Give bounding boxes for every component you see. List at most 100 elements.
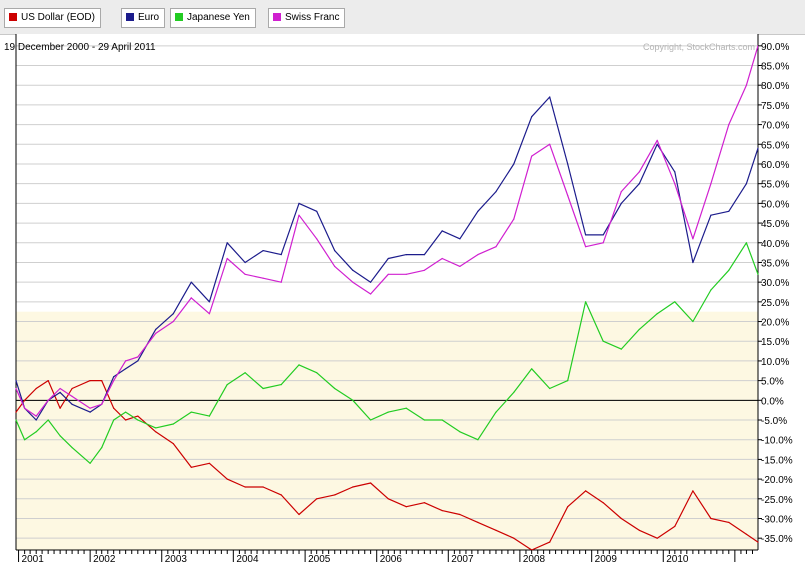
legend-item-euro[interactable]: Euro [121,8,166,28]
data-point [441,419,443,421]
data-point [710,517,712,520]
negative-range-shading [16,311,758,550]
data-point [567,163,569,165]
data-point [155,328,157,330]
data-point [15,411,17,413]
x-tick-label: 2009 [595,554,618,565]
data-point [137,415,139,417]
x-tick-label: 2003 [165,554,188,565]
data-point [757,541,759,543]
data-point [298,202,300,204]
copyright-label: Copyright, StockCharts.com [643,42,755,52]
data-point [602,502,604,504]
legend-swatch-us-dollar [9,13,17,21]
data-point [59,435,61,437]
legend-label-japanese-yen: Japanese Yen [187,12,250,23]
data-point [244,273,246,275]
data-point [692,320,694,323]
y-tick-label: 85.0% [761,62,789,73]
data-point [370,281,372,283]
data-point [674,183,676,185]
series-lines [15,45,759,551]
data-point [513,163,515,165]
y-tick-label: 60.0% [761,160,789,171]
data-point [745,242,748,244]
data-point [674,301,676,303]
y-tick-label: -5.0% [761,416,787,427]
data-point [262,277,264,279]
legend-item-swiss-franc[interactable]: Swiss Franc [268,8,346,28]
data-point [89,411,91,413]
data-point [190,466,192,468]
data-point [35,387,37,390]
legend-swatch-euro [126,13,134,21]
data-point [262,387,264,390]
data-point [334,265,336,267]
data-point [15,380,17,382]
series-line-swiss-franc [15,45,759,417]
data-point [656,143,658,145]
data-point [24,439,26,441]
series-line-us-dollar-eod [15,380,759,551]
data-point [155,427,157,429]
data-point [316,498,318,500]
data-point [316,372,318,374]
data-point [172,320,174,323]
data-point [208,301,210,303]
data-point [638,171,640,173]
data-point [531,116,533,118]
data-point [262,250,264,252]
data-point [125,368,127,370]
data-point [531,368,533,370]
data-point [71,403,73,405]
data-point [208,415,210,417]
data-point [190,411,192,413]
data-point [513,537,515,539]
data-point [745,533,748,535]
data-point [710,183,712,185]
data-point [459,238,461,240]
x-tick-label: 2001 [22,554,45,565]
data-point [35,431,37,433]
data-point [387,498,389,500]
data-point [244,486,246,488]
data-point [602,340,604,342]
data-point [334,250,336,252]
y-tick-label: 15.0% [761,337,789,348]
data-point [208,462,210,464]
data-point [113,407,115,409]
y-tick-label: 75.0% [761,101,789,112]
legend-item-us-dollar[interactable]: US Dollar (EOD) [4,8,101,28]
data-point [244,372,246,374]
data-point [692,261,694,264]
legend-item-japanese-yen[interactable]: Japanese Yen [170,8,256,28]
data-point [352,399,354,401]
x-tick-label: 2002 [93,554,116,565]
data-point [113,419,115,421]
data-point [35,415,37,417]
data-point [745,183,748,185]
y-tick-label: 5.0% [761,377,784,388]
data-point [226,384,228,386]
y-tick-label: 80.0% [761,81,789,92]
data-point [89,462,91,464]
data-point [405,506,407,508]
data-point [728,210,730,212]
y-tick-label: 40.0% [761,239,789,250]
data-point [459,431,461,433]
data-point [459,265,461,267]
data-point [757,147,759,149]
data-point [638,183,640,185]
data-point [113,380,115,382]
data-point [674,525,676,527]
data-point [405,273,407,275]
data-point [226,257,228,260]
data-point [728,269,730,271]
y-tick-label: -20.0% [761,475,793,486]
series-line-euro [15,96,759,421]
data-point [71,447,73,449]
data-point [728,124,730,126]
y-tick-label: 20.0% [761,318,789,329]
y-tick-label: -35.0% [761,534,793,545]
data-point [125,411,127,413]
